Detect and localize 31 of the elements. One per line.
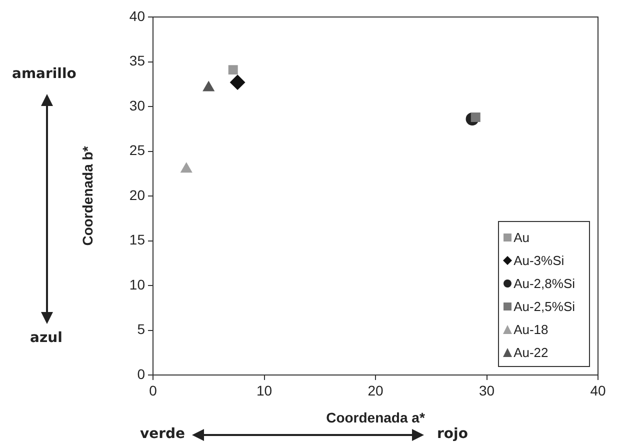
y-tick-label: 35	[129, 52, 146, 69]
legend-label: Au-2,5%Si	[514, 299, 575, 314]
legend-label: Au-22	[514, 345, 548, 360]
x-tick-label: 0	[149, 382, 158, 398]
text: azul	[30, 330, 62, 346]
y-tick-label: 20	[129, 186, 146, 203]
x-tick-label: 40	[590, 382, 606, 398]
legend-label: Au	[514, 230, 530, 245]
legend-label: Au-3%Si	[514, 253, 564, 268]
legend-label: Au-2,8%Si	[514, 276, 575, 291]
point	[180, 162, 192, 173]
point	[228, 65, 238, 75]
x-axis-title: Coordenada a*	[326, 409, 426, 426]
y-tick-label: 15	[129, 232, 146, 248]
y-tick-label: 5	[137, 321, 146, 338]
x-tick-label: 10	[256, 382, 272, 398]
point	[202, 81, 214, 92]
y-tick-label: 0	[137, 366, 146, 382]
text: rojo	[437, 426, 468, 442]
y-tick-label: 25	[129, 142, 146, 158]
point	[230, 74, 246, 90]
point	[470, 112, 480, 122]
x-tick-label: 20	[368, 382, 384, 398]
legend-label: Au-18	[514, 322, 548, 337]
y-tick-label: 30	[129, 97, 146, 114]
text: verde	[140, 426, 186, 442]
text: amarillo	[12, 66, 76, 82]
x-tick-label: 30	[478, 382, 495, 398]
y-tick-label: 10	[129, 276, 146, 292]
y-axis-title: Coordenada b*	[79, 146, 96, 246]
y-tick-label: 40	[129, 8, 146, 24]
